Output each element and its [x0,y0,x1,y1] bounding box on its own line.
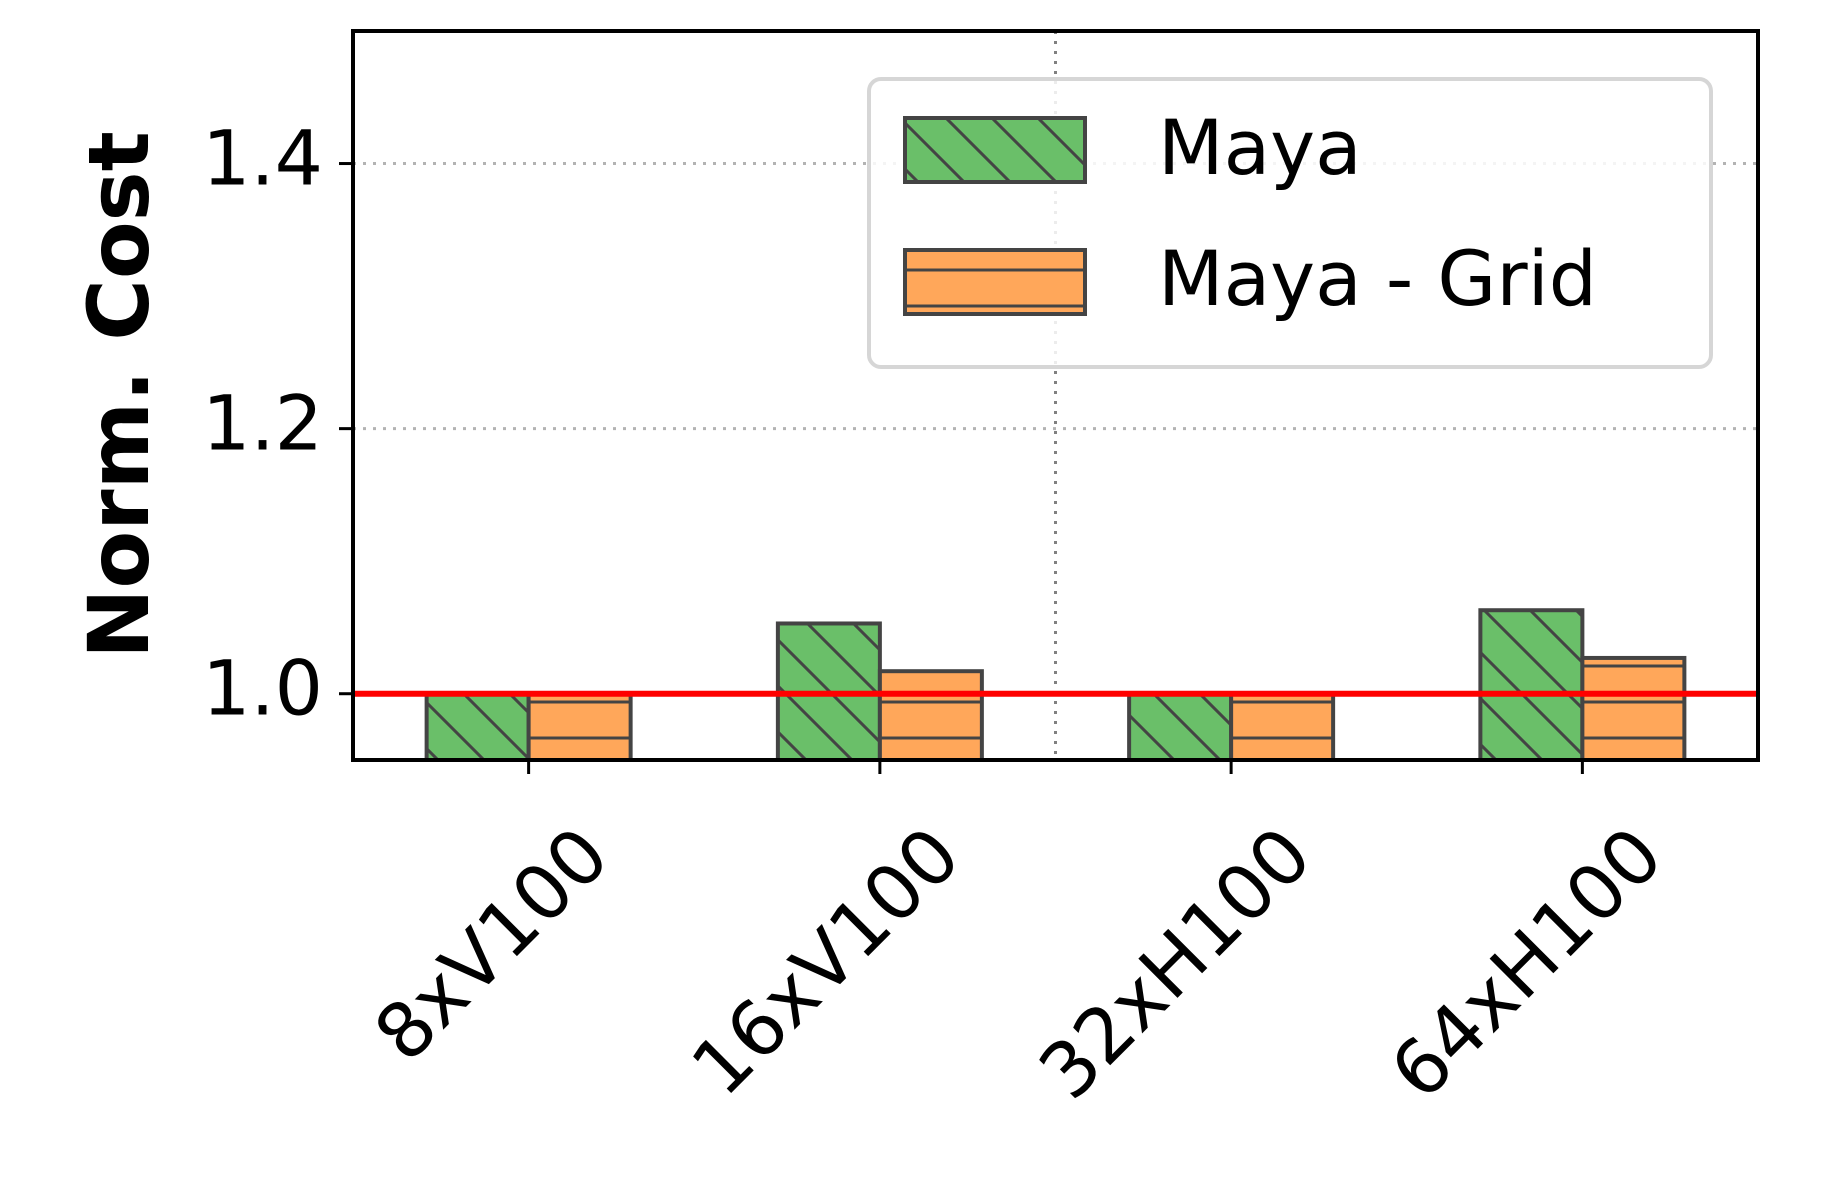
legend-label-maya-grid: Maya - Grid [1158,234,1597,323]
legend-swatch-maya-grid [903,248,1087,316]
y-axis-label: Norm. Cost [70,131,168,659]
y-axis-ticks: 1.0 1.2 1.4 [202,114,353,733]
legend-swatch-maya [903,116,1087,184]
legend: Maya Maya - Grid [867,77,1713,369]
plot-frame [351,29,1760,762]
y-tick-label-2: 1.4 [202,114,323,203]
bar-maya-8xv100 [424,691,531,760]
bar-maya-grid-32xh100 [1229,691,1336,760]
bar-maya-grid-64xh100 [1580,655,1687,760]
bar-maya-64xh100 [1478,608,1585,760]
y-tick-label-0: 1.0 [202,644,323,733]
legend-label-maya: Maya [1158,103,1362,192]
bar-maya-32xh100 [1127,691,1234,760]
y-tick-label-1: 1.2 [202,379,323,468]
bar-maya-grid-16xv100 [877,669,984,760]
bar-maya-grid-8xv100 [526,691,633,760]
